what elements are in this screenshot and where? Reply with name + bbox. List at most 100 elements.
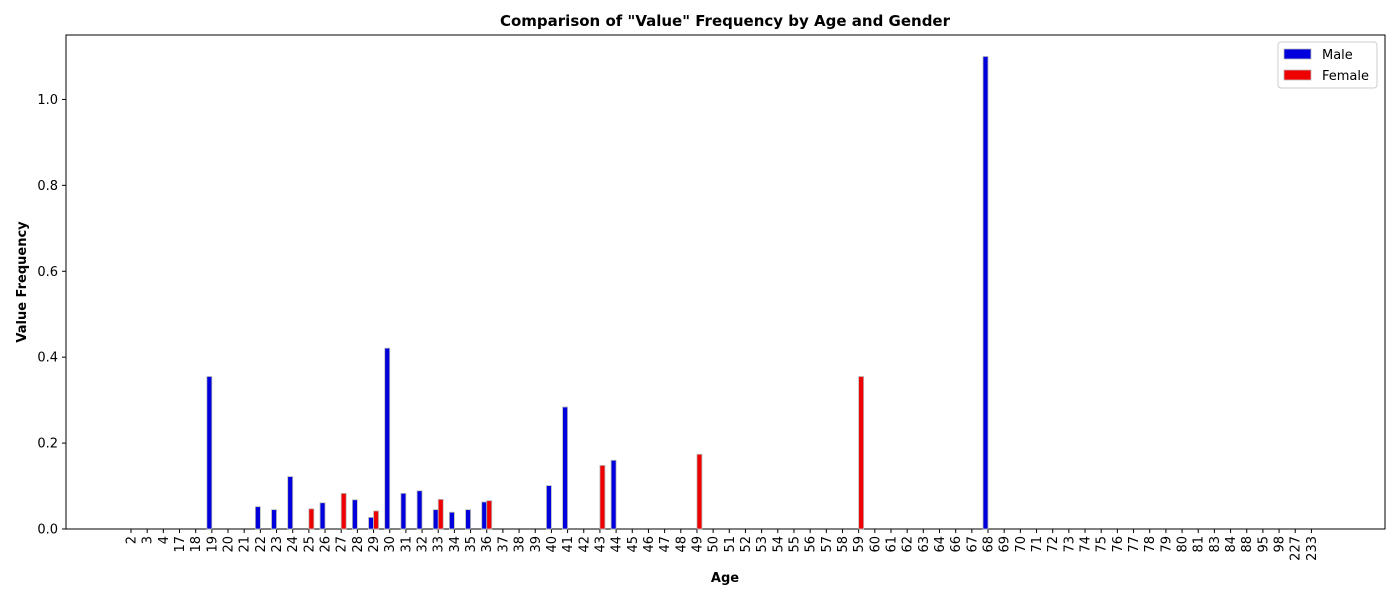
y-tick-label: 0.8 — [37, 179, 58, 194]
x-tick-label: 36 — [480, 536, 495, 553]
x-tick-label: 76 — [1111, 536, 1126, 553]
bar-female-59 — [858, 376, 865, 530]
x-tick-label: 49 — [690, 536, 705, 553]
x-tick-label: 45 — [626, 536, 641, 553]
x-tick-label: 79 — [1159, 536, 1174, 553]
x-tick-label: 18 — [189, 536, 204, 553]
x-tick-label: 67 — [965, 536, 980, 553]
x-tick-label: 69 — [998, 536, 1013, 553]
x-tick-label: 39 — [529, 536, 544, 553]
x-tick-label: 40 — [545, 536, 560, 553]
bar-male-34 — [448, 511, 455, 530]
x-tick-label: 60 — [868, 536, 883, 553]
bar-male-31 — [400, 492, 407, 530]
bar-female-25 — [308, 508, 315, 530]
x-tick-label: 95 — [1256, 536, 1271, 553]
bar-female-43 — [599, 465, 606, 530]
x-tick-label: 83 — [1208, 536, 1223, 553]
y-tick-label: 0.2 — [37, 437, 58, 452]
x-tick-label: 30 — [383, 536, 398, 553]
y-axis-label: Value Frequency — [15, 221, 30, 343]
x-tick-label: 3 — [141, 536, 156, 544]
y-tick-label: 0.6 — [37, 265, 58, 280]
bar-male-33 — [432, 509, 439, 530]
bar-male-19 — [206, 376, 213, 530]
bar-male-32 — [416, 490, 423, 530]
bar-male-29 — [368, 517, 374, 530]
chart-title: Comparison of "Value" Frequency by Age a… — [500, 12, 951, 30]
x-tick-label: 46 — [642, 536, 657, 553]
x-tick-label: 31 — [399, 536, 414, 553]
x-tick-label: 37 — [496, 536, 511, 553]
legend: Male Female — [1277, 41, 1378, 89]
x-tick-label: 81 — [1192, 536, 1207, 553]
x-tick-label: 74 — [1079, 536, 1094, 553]
x-axis-label: Age — [711, 571, 739, 586]
bar-male-68 — [982, 56, 989, 530]
x-tick-label: 25 — [302, 536, 317, 553]
y-tick-label: 1.0 — [37, 93, 58, 108]
x-tick-label: 77 — [1127, 536, 1142, 553]
x-tick-label: 55 — [787, 536, 802, 553]
x-tick-label: 227 — [1289, 536, 1304, 561]
x-tick-label: 43 — [593, 536, 608, 553]
x-tick-label: 42 — [577, 536, 592, 553]
x-tick-label: 20 — [222, 536, 237, 553]
x-tick-label: 71 — [1030, 536, 1045, 553]
bar-female-36 — [486, 500, 493, 530]
x-tick-label: 63 — [917, 536, 932, 553]
x-tick-label: 68 — [982, 536, 997, 553]
x-tick-label: 73 — [1062, 536, 1077, 553]
x-tick-label: 64 — [933, 536, 948, 553]
bar-female-27 — [340, 492, 347, 530]
bar-male-30 — [384, 347, 391, 530]
x-tick-label: 72 — [1046, 536, 1061, 553]
x-tick-label: 56 — [804, 536, 819, 553]
x-tick-label: 233 — [1305, 536, 1320, 561]
x-tick-label: 24 — [286, 536, 301, 553]
x-tick-label: 84 — [1224, 536, 1239, 553]
x-tick-label: 33 — [432, 536, 447, 553]
bar-male-23 — [271, 509, 277, 530]
x-tick-label: 88 — [1240, 536, 1255, 553]
x-tick-label: 29 — [367, 536, 382, 553]
bar-male-41 — [562, 406, 568, 530]
x-tick-label: 28 — [351, 536, 366, 553]
legend-swatch-female — [1283, 69, 1312, 81]
x-tick-label: 17 — [173, 536, 188, 553]
x-tick-label: 59 — [852, 536, 867, 553]
x-tick-label: 44 — [610, 536, 625, 553]
x-tick-label: 70 — [1014, 536, 1029, 553]
x-tick-label: 22 — [254, 536, 269, 553]
legend-label-female: Female — [1322, 69, 1369, 84]
x-tick-label: 4 — [157, 536, 172, 544]
x-tick-label: 35 — [464, 536, 479, 553]
x-tick-label: 34 — [448, 536, 463, 553]
x-tick-label: 54 — [771, 536, 786, 553]
x-tick-label: 41 — [561, 536, 576, 553]
x-tick-label: 66 — [949, 536, 964, 553]
bar-female-49 — [696, 453, 703, 530]
x-tick-label: 21 — [238, 536, 253, 553]
x-tick-label: 47 — [658, 536, 673, 553]
x-tick-label: 38 — [513, 536, 528, 553]
x-tick-label: 27 — [335, 536, 350, 553]
plot-area: 0.00.20.40.60.81.02 3 4 17 18 19 20 21 22 23 24 25 2… — [37, 34, 1386, 561]
bar-female-29 — [373, 510, 379, 530]
bar-male-35 — [465, 509, 471, 530]
x-tick-label: 58 — [836, 536, 851, 553]
x-tick-label: 75 — [1095, 536, 1110, 553]
bar-male-22 — [254, 506, 261, 530]
x-tick-label: 78 — [1143, 536, 1158, 553]
bar-male-24 — [287, 476, 294, 530]
x-tick-label: 48 — [674, 536, 689, 553]
x-tick-label: 52 — [739, 536, 754, 553]
x-tick-label: 57 — [820, 536, 835, 553]
bar-male-28 — [351, 499, 358, 530]
plot-frame — [65, 34, 1386, 530]
x-tick-label: 23 — [270, 536, 285, 553]
legend-label-male: Male — [1322, 48, 1353, 63]
x-tick-label: 53 — [755, 536, 770, 553]
